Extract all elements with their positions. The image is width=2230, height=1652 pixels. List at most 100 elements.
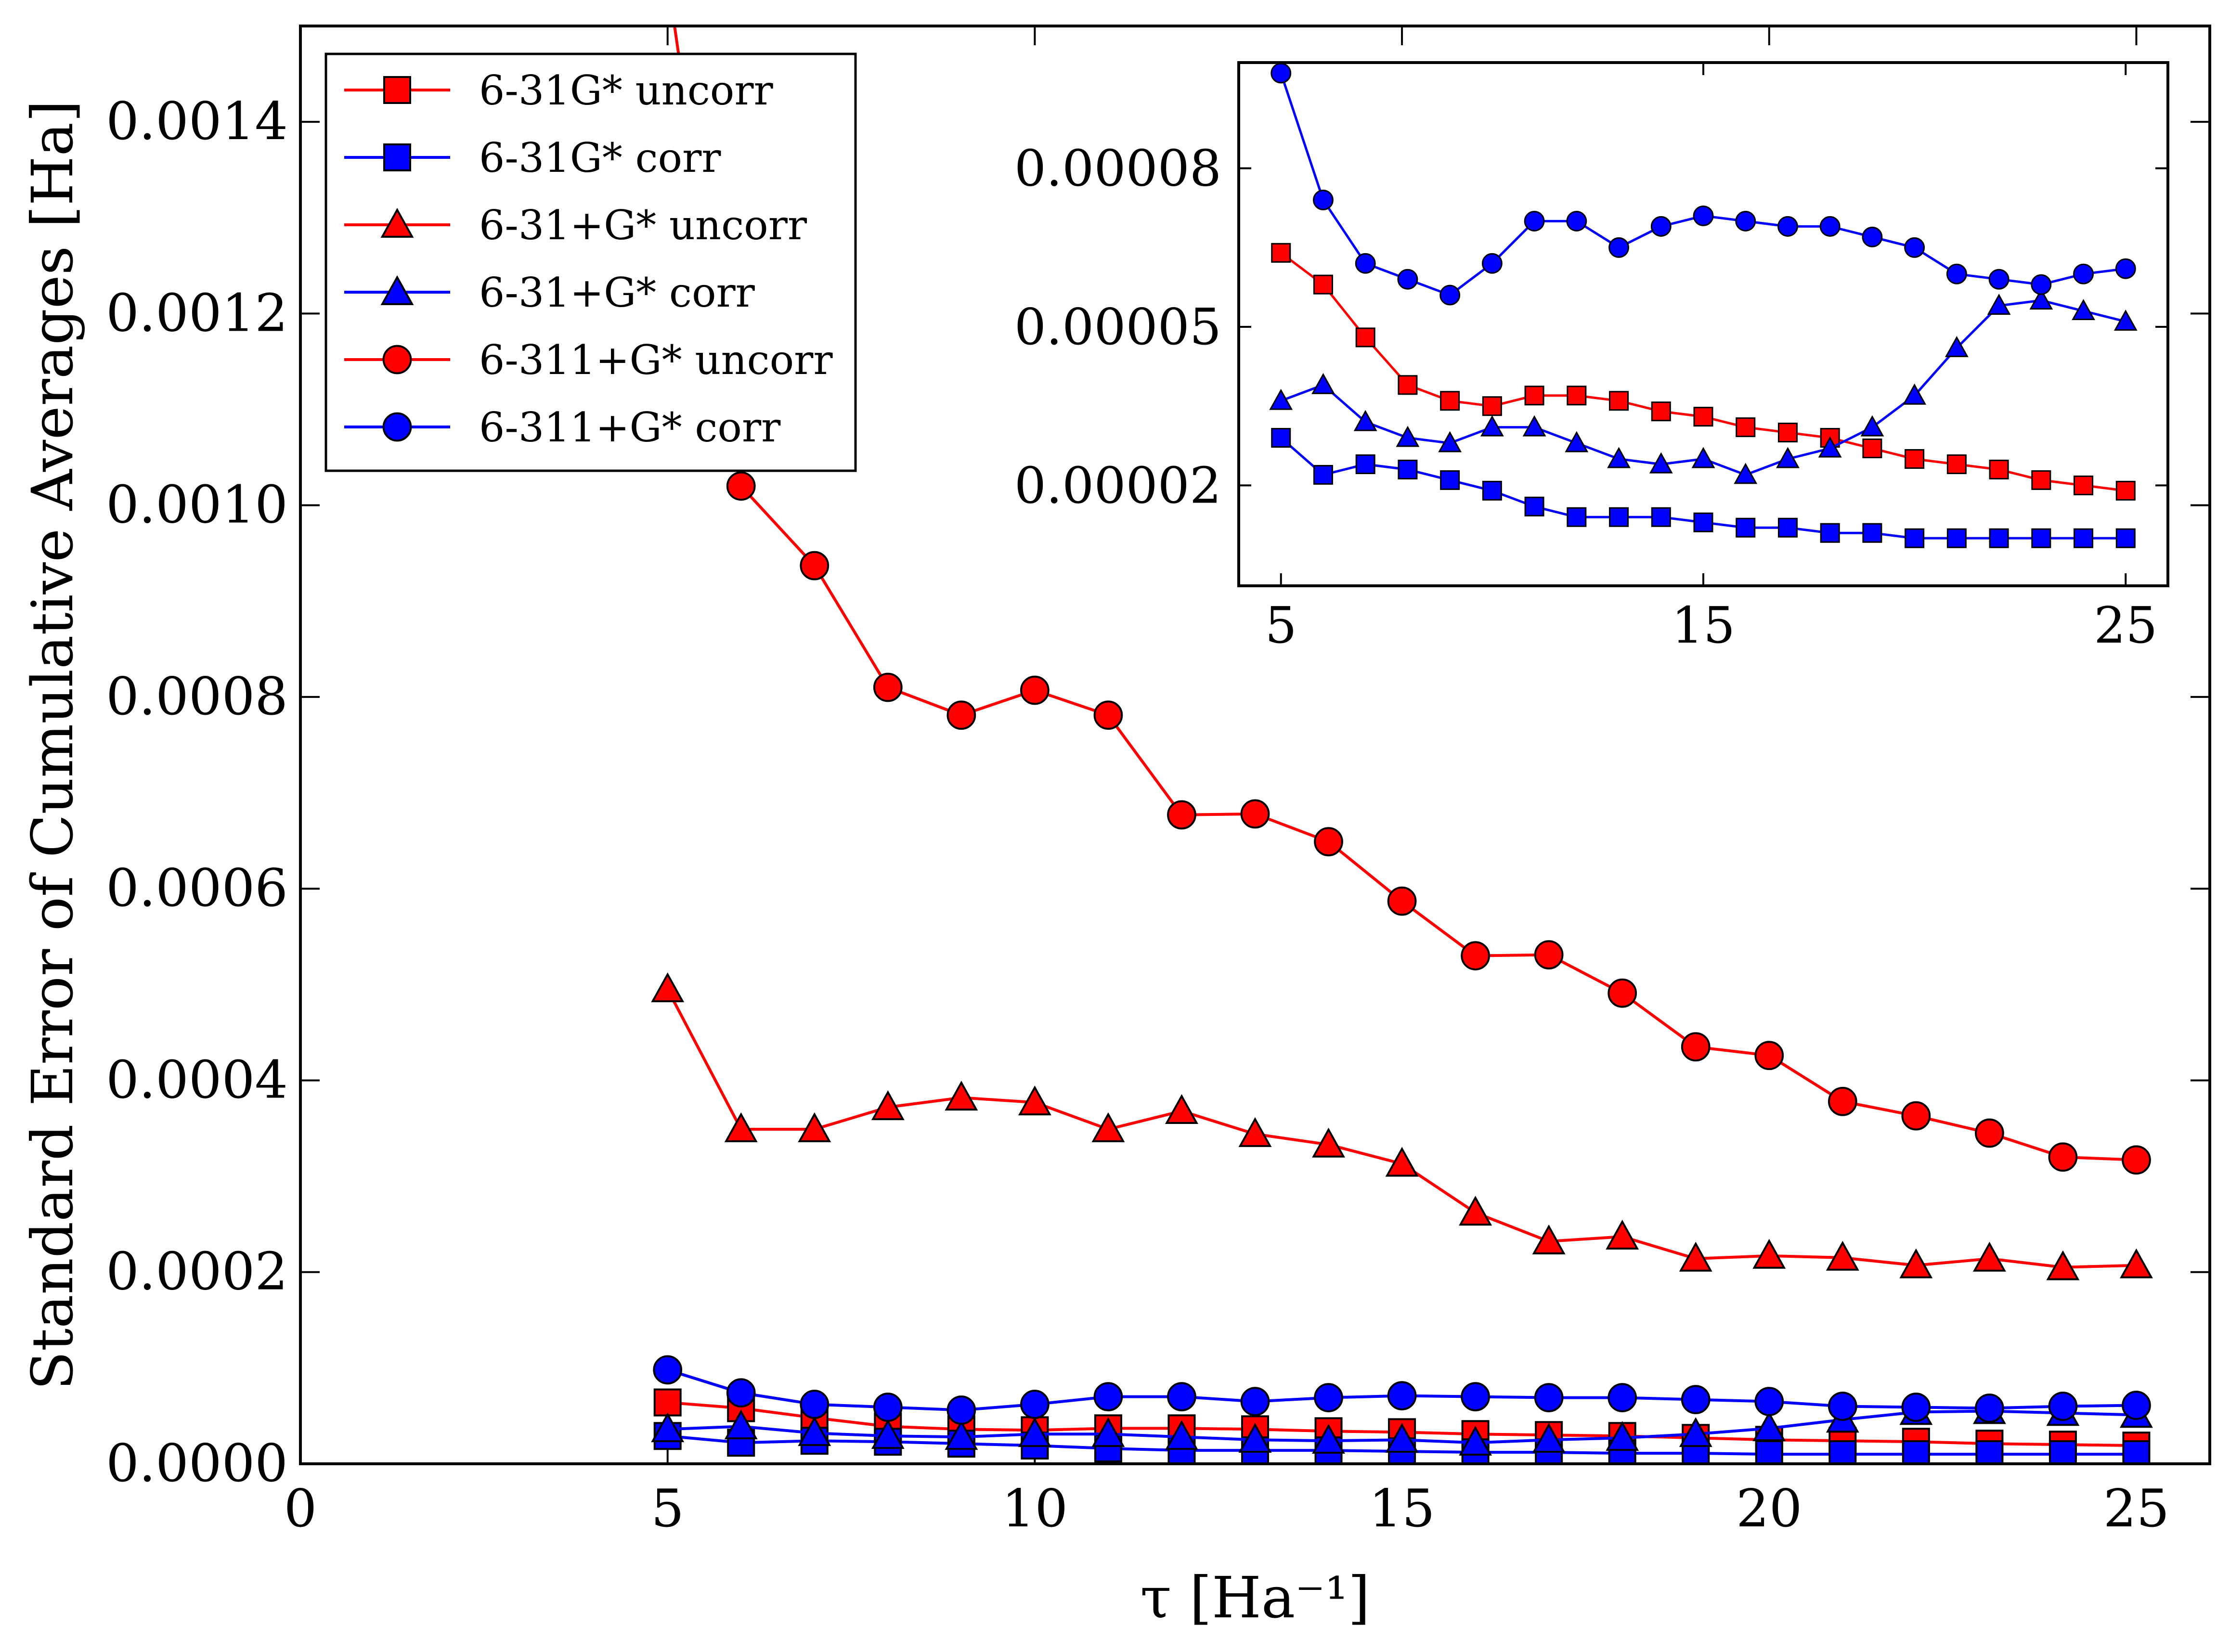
inset-series	[1269, 63, 2138, 548]
main-point-6-31-g-uncorr	[1018, 1085, 1051, 1116]
inset-point-6-311-g-corr	[1946, 263, 1967, 284]
inset-point-6-311-g-corr	[2031, 274, 2052, 295]
x-axis-title: τ [Ha⁻¹]	[1140, 1564, 1370, 1631]
legend-item-6-31g-corr: 6-31G* corr	[344, 134, 721, 181]
inset-point-6-31g-uncorr	[1693, 407, 1713, 427]
main-point-6-31-g-uncorr	[945, 1081, 978, 1111]
inset-point-6-311-g-corr	[1988, 269, 2010, 290]
inset-point-6-31g-uncorr	[1905, 449, 1925, 469]
main-point-6-31-g-corr	[1752, 1411, 1786, 1442]
main-point-6-31-g-uncorr	[724, 1112, 758, 1142]
main-x-tick-label: 10	[1002, 1479, 1068, 1539]
inset-point-6-31-g-corr	[1776, 447, 1800, 468]
inset-point-6-31-g-corr	[1818, 436, 1842, 458]
legend-label: 6-311+G* corr	[479, 404, 781, 451]
inset-point-6-311-g-corr	[1650, 216, 1672, 237]
legend-frame	[324, 52, 857, 472]
inset-point-6-31g-corr	[1862, 523, 1882, 543]
inset-point-6-31-g-corr	[1945, 336, 1969, 357]
legend-item-6-31g-uncorr: 6-31G* uncorr	[344, 67, 773, 114]
main-point-6-31g-corr	[1828, 1440, 1857, 1464]
main-point-6-311-g-uncorr	[800, 551, 830, 581]
main-y-tick-label: 0.0014	[106, 91, 288, 152]
main-y-tick-label: 0.0002	[106, 1242, 288, 1302]
legend-marker-triangle	[380, 275, 414, 305]
inset-point-6-31g-corr	[2074, 528, 2094, 548]
main-point-6-311-g-uncorr	[1534, 940, 1564, 969]
main-x-tick-label: 5	[651, 1479, 684, 1539]
legend-label: 6-311+G* uncorr	[479, 336, 833, 384]
main-point-6-311-g-corr	[873, 1393, 903, 1422]
main-point-6-31-g-corr	[945, 1420, 978, 1450]
main-point-6-311-g-uncorr	[1093, 700, 1123, 730]
main-point-6-31-g-uncorr	[871, 1090, 905, 1121]
main-point-6-31-g-corr	[651, 1412, 685, 1443]
main-point-6-311-g-corr	[946, 1395, 976, 1425]
main-point-6-311-g-corr	[2122, 1391, 2151, 1420]
main-point-6-311-g-corr	[1167, 1382, 1196, 1411]
inset-point-6-31g-uncorr	[1313, 274, 1333, 295]
legend-marker-circle	[382, 345, 412, 374]
main-point-6-31-g-corr	[1018, 1417, 1051, 1447]
main-series	[651, 26, 2153, 1464]
legend-marker-square	[383, 143, 411, 171]
main-point-6-311-g-uncorr	[1461, 941, 1490, 970]
main-point-6-31-g-uncorr	[2120, 1248, 2153, 1278]
inset-series-6-31-g-corr	[1269, 288, 2138, 484]
inset-point-6-311-g-corr	[1904, 237, 1925, 258]
inset-point-6-31g-corr	[1567, 507, 1587, 527]
inset-point-6-31-g-corr	[2072, 299, 2095, 321]
inset-point-6-311-g-corr	[1481, 253, 1503, 274]
inset-point-6-31-g-corr	[2113, 310, 2138, 331]
main-point-6-311-g-corr	[1387, 1381, 1417, 1410]
inset-point-6-31g-corr	[1693, 512, 1713, 532]
main-point-6-311-g-uncorr	[946, 700, 976, 730]
inset-ticks	[1239, 63, 2168, 586]
inset-point-6-31g-corr	[1398, 459, 1418, 479]
main-point-6-311-g-uncorr	[1901, 1101, 1931, 1131]
inset-point-6-31-g-corr	[1353, 410, 1377, 431]
main-point-6-311-g-uncorr	[1975, 1118, 2004, 1148]
main-point-6-31-g-uncorr	[1972, 1241, 2006, 1272]
main-point-6-31-g-uncorr	[1091, 1112, 1125, 1142]
main-point-6-311-g-corr	[800, 1390, 830, 1419]
main-point-6-31g-corr	[2048, 1440, 2077, 1464]
inset-point-6-31-g-corr	[2029, 288, 2053, 310]
legend-label: 6-31G* uncorr	[479, 67, 773, 114]
main-point-6-311-g-corr	[1901, 1393, 1931, 1422]
main-point-6-31-g-uncorr	[1385, 1147, 1419, 1177]
main-point-6-31-g-uncorr	[1532, 1224, 1566, 1254]
inset-point-6-311-g-corr	[1439, 284, 1461, 306]
inset-point-6-31g-corr	[2115, 528, 2136, 548]
inset-y-tick-label: 0.00005	[1014, 297, 1221, 356]
inset-point-6-31g-corr	[1905, 528, 1925, 548]
inset-point-6-311-g-corr	[1819, 216, 1841, 237]
main-point-6-31-g-corr	[871, 1419, 905, 1449]
inset-point-6-31-g-corr	[1311, 373, 1335, 394]
main-point-6-31-g-corr	[1385, 1423, 1419, 1453]
main-x-tick-label: 15	[1369, 1479, 1435, 1539]
main-chart: 0 5 10 15 20 25 0.0000 0.0002 0.0004 0.0006 0.0008…	[19, 25, 2211, 1631]
inset-point-6-311-g-corr	[1735, 210, 1756, 232]
main-point-6-31-g-uncorr	[2046, 1250, 2080, 1280]
inset-chart: 5 15 25 0.00002 0.00005 0.00008	[1014, 61, 2169, 655]
legend-marker-triangle	[380, 207, 414, 238]
inset-point-6-31g-corr	[1271, 428, 1291, 448]
legend-item-6-31-g-uncorr: 6-31+G* uncorr	[344, 202, 807, 249]
inset-point-6-31g-uncorr	[1398, 375, 1418, 395]
main-y-tick-label: 0.0006	[106, 858, 288, 918]
main-series-6-311-g-corr	[653, 1355, 2151, 1425]
inset-x-tick-label: 15	[1672, 596, 1735, 655]
main-point-6-311-g-uncorr	[873, 672, 903, 702]
inset-point-6-31g-uncorr	[1609, 391, 1629, 411]
main-point-6-31g-corr	[1975, 1440, 2004, 1464]
legend-marker-square	[383, 76, 411, 104]
inset-y-tick-label: 0.00008	[1014, 139, 1221, 198]
inset-point-6-31g-uncorr	[1777, 423, 1798, 443]
legend-marker-circle	[382, 412, 412, 442]
main-point-6-31-g-uncorr	[1606, 1219, 1639, 1250]
main-y-tick-label: 0.0012	[106, 283, 288, 343]
main-x-tick-label: 25	[2103, 1479, 2169, 1539]
main-plot-frame	[299, 25, 2211, 1465]
main-y-tick-label: 0.0004	[106, 1050, 288, 1110]
